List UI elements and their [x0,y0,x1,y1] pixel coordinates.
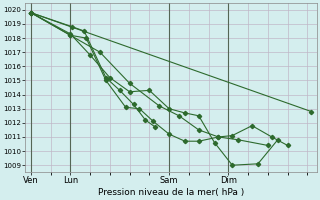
X-axis label: Pression niveau de la mer( hPa ): Pression niveau de la mer( hPa ) [98,188,244,197]
